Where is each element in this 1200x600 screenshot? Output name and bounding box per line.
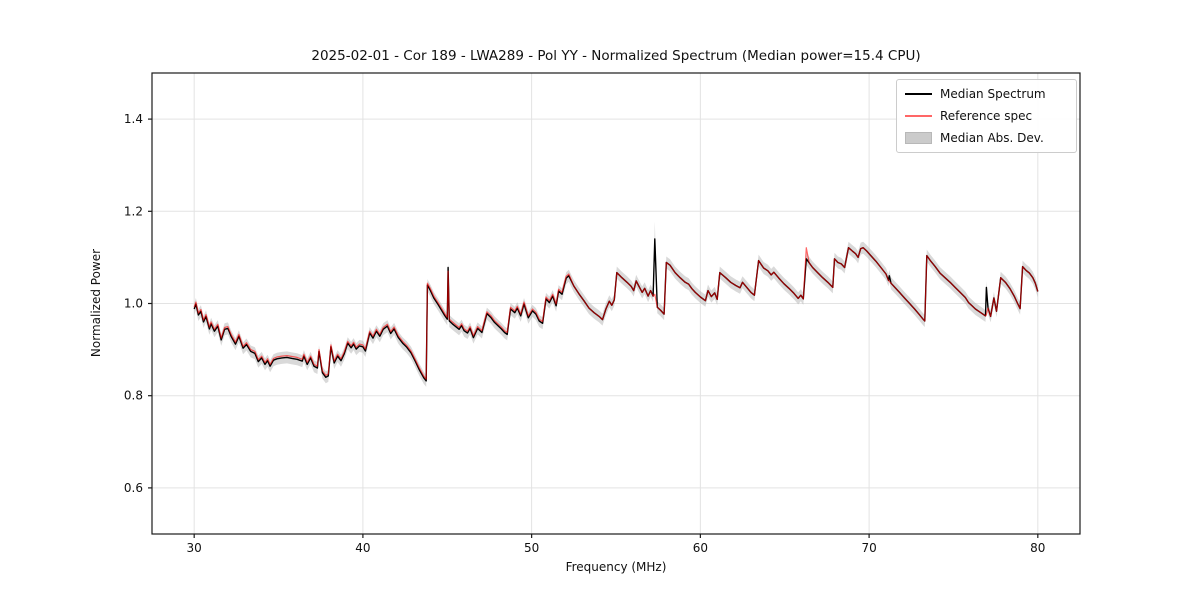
x-tick-label-30: 30 xyxy=(187,541,202,555)
y-tick-label-1.2: 1.2 xyxy=(124,204,143,218)
legend-box: Median Spectrum Reference spec Median Ab… xyxy=(896,79,1077,153)
x-tick-label-60: 60 xyxy=(693,541,708,555)
y-tick-label-0.6: 0.6 xyxy=(124,481,143,495)
y-tick-label-1.4: 1.4 xyxy=(124,112,143,126)
legend-label: Reference spec xyxy=(940,109,1033,123)
y-axis-label: Normalized Power xyxy=(89,248,103,358)
legend-entry-median-abs-dev: Median Abs. Dev. xyxy=(905,130,1068,146)
legend-entry-median-spectrum: Median Spectrum xyxy=(905,86,1068,102)
y-tick-label-1: 1.0 xyxy=(124,297,143,311)
reference-spec-line-swatch xyxy=(905,115,932,117)
median-abs-dev-patch-swatch xyxy=(905,132,932,144)
median-spectrum-line-swatch xyxy=(905,93,932,95)
x-axis-label: Frequency (MHz) xyxy=(565,560,667,574)
legend-label: Median Spectrum xyxy=(940,87,1046,101)
y-tick-label-0.8: 0.8 xyxy=(124,389,143,403)
x-tick-label-40: 40 xyxy=(355,541,370,555)
x-tick-label-50: 50 xyxy=(524,541,539,555)
x-tick-label-80: 80 xyxy=(1030,541,1045,555)
reference-spec-line xyxy=(193,247,1039,380)
x-tick-label-70: 70 xyxy=(861,541,876,555)
legend-entry-reference-spec: Reference spec xyxy=(905,108,1068,124)
legend-label: Median Abs. Dev. xyxy=(940,131,1044,145)
chart-title: 2025-02-01 - Cor 189 - LWA289 - Pol YY -… xyxy=(311,48,921,64)
